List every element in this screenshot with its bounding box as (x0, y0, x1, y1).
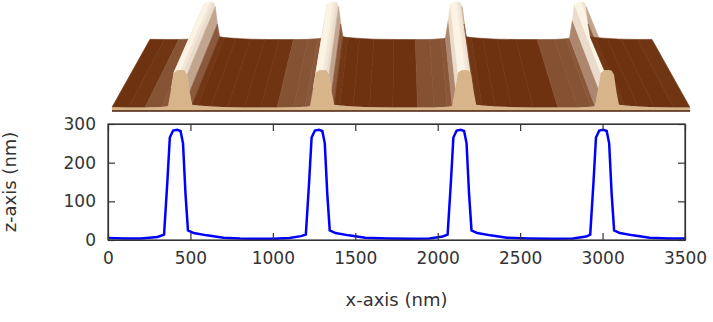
axis-line (109, 124, 686, 125)
tick-mark (438, 233, 439, 240)
tick: 200 (64, 153, 115, 173)
chart-root: 0 500 1000 1500 2000 2500 3000 3500 0 100 200 300 x-… (0, 0, 713, 322)
tick: 100 (64, 191, 115, 211)
tick-mark (438, 124, 439, 131)
tick: 2500 (499, 233, 542, 268)
tick-label: 2000 (417, 248, 460, 268)
tick-mark (602, 124, 603, 131)
tick: 0 (85, 230, 115, 250)
surface-strip (370, 39, 394, 107)
x-axis-top (109, 124, 686, 131)
tick: 3000 (581, 233, 624, 268)
axis-line (108, 125, 109, 241)
tick-mark (108, 124, 115, 125)
tick-label: 300 (64, 114, 96, 134)
y-axis: 0 100 200 300 (64, 114, 115, 250)
y-axis-right (678, 125, 686, 241)
axis-line (109, 240, 686, 241)
tick: 2000 (417, 233, 460, 268)
surface-strip (575, 2, 605, 72)
tick-mark (355, 124, 356, 131)
x-axis-title: x-axis (nm) (346, 289, 448, 310)
tick-mark (190, 233, 191, 240)
tick: 500 (175, 233, 207, 268)
surface-strip (638, 39, 690, 107)
tick-mark (678, 201, 685, 202)
plot-frame (108, 124, 685, 240)
tick (603, 124, 604, 131)
tick-label: 200 (64, 153, 96, 173)
tick (520, 124, 521, 131)
tick (438, 124, 439, 131)
y-axis-title: z-axis (nm) (0, 132, 20, 233)
plot-area (108, 130, 685, 239)
tick-mark (190, 124, 191, 131)
tick: 300 (64, 114, 115, 134)
tick-mark (273, 124, 274, 131)
tick-mark (273, 233, 274, 240)
surface-front-face (112, 70, 690, 111)
surface-base-edge (112, 110, 690, 112)
surface-illustration (112, 2, 690, 111)
tick (355, 124, 356, 131)
tick-label: 1500 (334, 248, 377, 268)
tick (273, 124, 274, 131)
x-axis: 0 500 1000 1500 2000 2500 3000 3500 (103, 233, 707, 268)
tick-label: 3000 (581, 248, 624, 268)
surface-strip (393, 39, 418, 107)
tick-mark (355, 233, 356, 240)
tick-label: 2500 (499, 248, 542, 268)
tick (678, 163, 685, 164)
tick-mark (678, 163, 685, 164)
tick-label: 1000 (252, 248, 295, 268)
tick-mark (678, 240, 685, 241)
tick-label: 0 (85, 230, 96, 250)
tick-mark (108, 201, 115, 202)
profile-line (108, 130, 685, 239)
tick (678, 240, 685, 241)
tick: 1500 (334, 233, 377, 268)
axis-line (685, 125, 686, 241)
tick (678, 124, 685, 125)
tick-mark (678, 124, 685, 125)
tick-mark (108, 240, 115, 241)
tick (678, 201, 685, 202)
tick-mark (520, 233, 521, 240)
tick-label: 500 (175, 248, 207, 268)
tick-label: 3500 (664, 248, 707, 268)
tick-label: 0 (103, 248, 114, 268)
tick: 1000 (252, 233, 295, 268)
tick-mark (108, 163, 115, 164)
tick (190, 124, 191, 131)
tick-mark (602, 233, 603, 240)
tick-label: 100 (64, 191, 96, 211)
tick-mark (520, 124, 521, 131)
